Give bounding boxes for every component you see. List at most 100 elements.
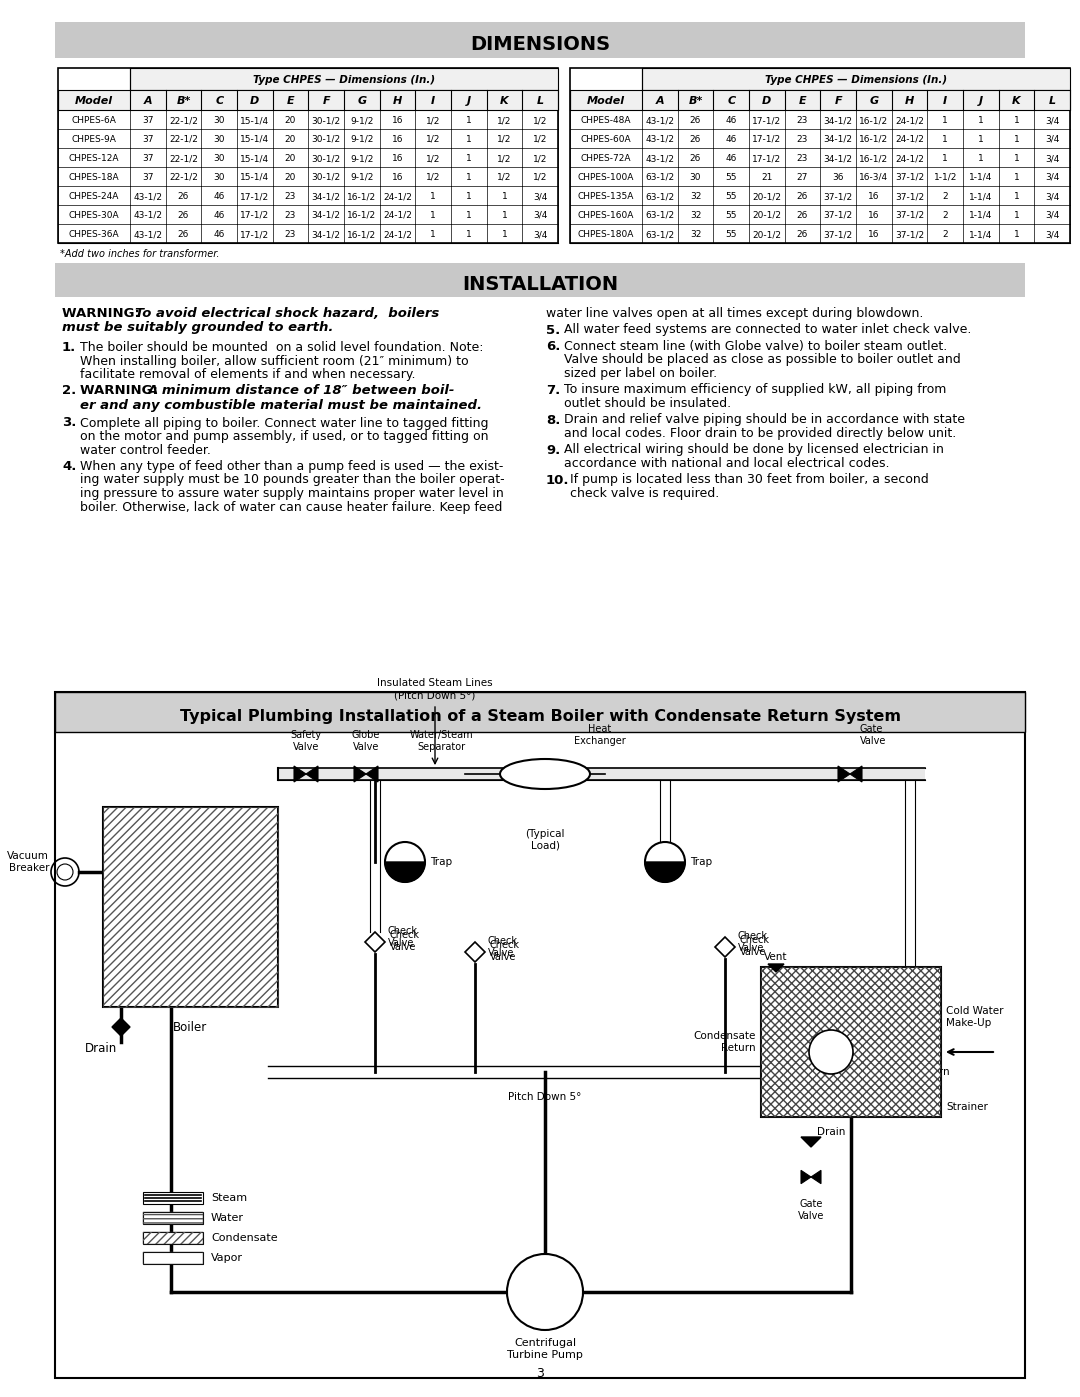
Text: D: D	[762, 96, 771, 106]
Text: 20: 20	[285, 116, 296, 124]
Text: 32: 32	[690, 231, 701, 239]
Text: 1: 1	[465, 211, 472, 219]
Text: 9-1/2: 9-1/2	[350, 116, 374, 124]
Text: 20-1/2: 20-1/2	[753, 231, 781, 239]
Text: Type CHPES — Dimensions (In.): Type CHPES — Dimensions (In.)	[253, 75, 435, 85]
Text: E: E	[286, 96, 295, 106]
Text: 17-1/2: 17-1/2	[753, 136, 782, 144]
Polygon shape	[801, 1171, 811, 1183]
Text: 1/2: 1/2	[532, 154, 548, 163]
Text: 20: 20	[285, 154, 296, 163]
Text: 1: 1	[978, 116, 984, 124]
Text: Safety
Valve: Safety Valve	[291, 731, 322, 752]
Text: 23: 23	[797, 136, 808, 144]
Text: 34-1/2: 34-1/2	[312, 191, 340, 201]
Text: 36: 36	[833, 173, 843, 182]
Text: boiler. Otherwise, lack of water can cause heater failure. Keep feed: boiler. Otherwise, lack of water can cau…	[80, 500, 502, 514]
Text: 1/2: 1/2	[532, 136, 548, 144]
Text: 1-1/4: 1-1/4	[969, 191, 993, 201]
Text: 30: 30	[214, 154, 225, 163]
Text: 3/4: 3/4	[1045, 211, 1059, 219]
Text: The boiler should be mounted  on a solid level foundation. Note:: The boiler should be mounted on a solid …	[80, 341, 484, 353]
Text: 9-1/2: 9-1/2	[350, 173, 374, 182]
Text: Connect steam line (with Globe valve) to boiler steam outlet.: Connect steam line (with Globe valve) to…	[564, 339, 947, 353]
Text: 37: 37	[143, 154, 153, 163]
Text: 43-1/2: 43-1/2	[133, 231, 162, 239]
Text: on the motor and pump assembly, if used, or to tagged fitting on: on the motor and pump assembly, if used,…	[80, 430, 488, 443]
Text: 63-1/2: 63-1/2	[645, 173, 674, 182]
Text: 26: 26	[797, 211, 808, 219]
Text: 34-1/2: 34-1/2	[312, 211, 340, 219]
Text: 15-1/4: 15-1/4	[240, 116, 269, 124]
Text: must be suitably grounded to earth.: must be suitably grounded to earth.	[62, 321, 334, 334]
Text: 16-1/2: 16-1/2	[860, 116, 889, 124]
Text: Check
Valve: Check Valve	[488, 936, 518, 958]
Text: 26: 26	[178, 211, 189, 219]
Text: H: H	[905, 96, 914, 106]
Text: 46: 46	[214, 231, 225, 239]
Text: 22-1/2: 22-1/2	[170, 136, 198, 144]
Text: 1: 1	[1014, 154, 1020, 163]
Text: 1: 1	[465, 191, 472, 201]
Text: CHPES-9A: CHPES-9A	[71, 136, 117, 144]
Text: Pitch Down 5°: Pitch Down 5°	[509, 1092, 582, 1102]
Text: 1-1/2: 1-1/2	[933, 173, 957, 182]
Text: Type CHPES — Dimensions (In.): Type CHPES — Dimensions (In.)	[765, 75, 947, 85]
Text: 1: 1	[942, 154, 948, 163]
Polygon shape	[801, 1137, 821, 1147]
Polygon shape	[294, 766, 306, 782]
Text: K: K	[1012, 96, 1021, 106]
Text: 2: 2	[943, 211, 948, 219]
Text: 23: 23	[285, 211, 296, 219]
Text: (Typical
Load): (Typical Load)	[525, 828, 565, 851]
Text: Gate
Valve: Gate Valve	[798, 1199, 824, 1221]
Text: 1: 1	[430, 191, 436, 201]
Circle shape	[809, 1030, 853, 1074]
Text: 1: 1	[465, 173, 472, 182]
Text: 23: 23	[797, 116, 808, 124]
Text: 20: 20	[285, 136, 296, 144]
Text: 30: 30	[214, 173, 225, 182]
Text: 1/2: 1/2	[426, 116, 441, 124]
Text: 21: 21	[761, 173, 772, 182]
Text: 34-1/2: 34-1/2	[312, 231, 340, 239]
Text: 8.: 8.	[546, 414, 561, 426]
Text: 43-1/2: 43-1/2	[133, 211, 162, 219]
Text: 1/2: 1/2	[426, 136, 441, 144]
Text: 1: 1	[1014, 136, 1020, 144]
Text: Drain: Drain	[85, 1042, 117, 1055]
Text: CHPES-72A: CHPES-72A	[581, 154, 631, 163]
Text: 1: 1	[942, 116, 948, 124]
Polygon shape	[838, 766, 850, 782]
Text: 1/2: 1/2	[532, 173, 548, 182]
Text: 30-1/2: 30-1/2	[312, 136, 340, 144]
Text: WARNING:: WARNING:	[80, 384, 162, 398]
Text: 6.: 6.	[546, 339, 561, 353]
Text: 37: 37	[143, 136, 153, 144]
Text: Centrifugal
Turbine Pump: Centrifugal Turbine Pump	[508, 1338, 583, 1359]
Text: 1: 1	[1014, 116, 1020, 124]
Bar	[58, 89, 558, 110]
Text: 37-1/2: 37-1/2	[895, 231, 924, 239]
Text: Vapor: Vapor	[211, 1253, 243, 1263]
Text: C: C	[215, 96, 224, 106]
Text: 1/2: 1/2	[532, 116, 548, 124]
Text: Vacuum
Breaker: Vacuum Breaker	[8, 851, 49, 873]
Text: Steam: Steam	[211, 1193, 247, 1203]
Text: 26: 26	[178, 191, 189, 201]
Text: Valve should be placed as close as possible to boiler outlet and: Valve should be placed as close as possi…	[564, 353, 961, 366]
Text: 3/4: 3/4	[1045, 173, 1059, 182]
Text: 63-1/2: 63-1/2	[645, 211, 674, 219]
Text: 7.: 7.	[546, 384, 561, 397]
Text: D: D	[251, 96, 259, 106]
Text: Complete all piping to boiler. Connect water line to tagged fitting: Complete all piping to boiler. Connect w…	[80, 416, 488, 429]
Text: 1/2: 1/2	[426, 154, 441, 163]
Text: 1/2: 1/2	[426, 173, 441, 182]
Text: sized per label on boiler.: sized per label on boiler.	[564, 367, 717, 380]
Text: 63-1/2: 63-1/2	[645, 231, 674, 239]
Text: check valve is required.: check valve is required.	[570, 488, 719, 500]
Bar	[761, 967, 941, 1118]
Text: CHPES-180A: CHPES-180A	[578, 231, 634, 239]
Text: 30: 30	[214, 136, 225, 144]
Text: 37-1/2: 37-1/2	[895, 191, 924, 201]
